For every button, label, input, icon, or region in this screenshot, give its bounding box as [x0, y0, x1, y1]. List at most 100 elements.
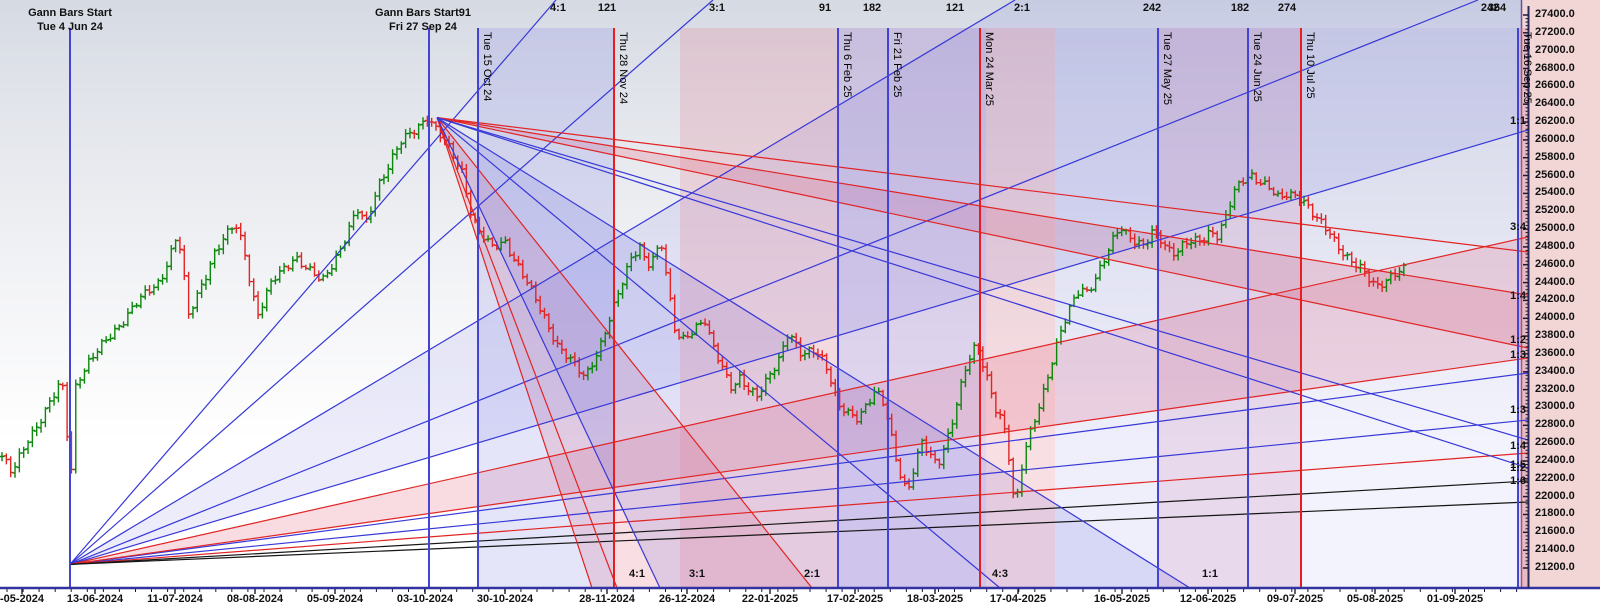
gann-fan-down-sep27-line[interactable] [436, 117, 813, 589]
gann-fan-up-jun4-line[interactable] [69, 419, 1529, 565]
gann-count-label: 242 [1142, 2, 1162, 14]
gann-ratio-label-right: 1:1 [1510, 115, 1526, 127]
price-axis-label: 27200.0 [1535, 25, 1575, 38]
price-axis-label: 24600.0 [1535, 257, 1575, 270]
gann-ratio-label-bottom: 4:1 [629, 568, 645, 580]
gann-date-line-label: Thu 28 Nov 24 [617, 32, 629, 105]
price-axis-panel [1521, 0, 1600, 588]
gann-ratio-label-bottom: 4:3 [992, 568, 1008, 580]
gann-fan-down-sep27-line[interactable] [436, 117, 661, 589]
gann-fan-up-jun4-line[interactable] [69, 480, 1529, 565]
price-axis-label: 21600.0 [1535, 525, 1575, 538]
time-axis-label: 28-11-2024 [579, 593, 635, 605]
time-axis-label: 09-07-2025 [1266, 593, 1324, 605]
gann-fan-up-jun4-line[interactable] [69, 501, 1529, 565]
gann-fan-up-jun4-line[interactable] [69, 0, 1016, 565]
gann-count-label: 121 [597, 2, 617, 14]
gann-count-label: 182 [862, 2, 882, 14]
gann-wedge-shading [70, 0, 1528, 564]
price-axis-label: 26600.0 [1535, 79, 1575, 92]
gann-count-label: 2:1 [1014, 2, 1030, 14]
time-axis-label: 05-09-2024 [306, 593, 364, 605]
price-axis-label: 21200.0 [1535, 561, 1575, 573]
gann-fan-down-sep27-line[interactable] [436, 117, 593, 589]
price-axis-label: 22400.0 [1535, 453, 1575, 466]
gann-fan-up-jun4-line[interactable] [69, 452, 1529, 565]
gann-ratio-label-right: 1:2 [1510, 462, 1526, 474]
time-axis-label: 05-08-2025 [1346, 593, 1404, 605]
price-axis-label: 22000.0 [1535, 489, 1575, 502]
time-axis-label: 17-04-2025 [989, 593, 1047, 605]
time-axis-label: 03-10-2024 [396, 593, 454, 605]
gann-date-line-label: Mon 24 Mar 25 [983, 32, 995, 106]
gann-ratio-label-right: 1:5 [1510, 459, 1526, 471]
gann-count-label: 4:1 [550, 2, 566, 14]
price-axis-label: 22600.0 [1535, 436, 1575, 449]
price-axis-label: 22200.0 [1535, 471, 1575, 484]
gann-start-jun-date: Tue 4 Jun 24 [37, 21, 103, 33]
gann-fan-up-jun4-line[interactable] [69, 0, 714, 565]
gann-cycle-band [680, 28, 838, 588]
price-axis-label: 23400.0 [1535, 364, 1575, 377]
gann-start-annotation-sep: Gann Bars Start91 Fri 27 Sep 24 [375, 6, 471, 34]
price-axis-label: 25200.0 [1535, 204, 1575, 217]
price-axis-label: 25600.0 [1535, 168, 1575, 181]
gann-start-jun-title: Gann Bars Start [28, 7, 112, 19]
gann-cycle-band [986, 28, 1055, 588]
gann-date-line-label: Fri 21 Feb 25 [891, 32, 903, 98]
gann-ratio-label-right: 1:6 [1510, 475, 1526, 487]
gann-fan-down-sep27-line[interactable] [436, 117, 1191, 589]
price-axis-label: 27400.0 [1535, 8, 1575, 20]
gann-count-label: 364 [1487, 2, 1507, 14]
gann-fan-down-sep27-line[interactable] [436, 117, 618, 589]
gann-fan-down-sep27-line[interactable] [436, 117, 1529, 253]
price-axis-label: 26000.0 [1535, 132, 1575, 145]
price-axis-label: 27000.0 [1535, 43, 1575, 56]
gann-count-label: 121 [945, 2, 965, 14]
price-axis-label: 25400.0 [1535, 186, 1575, 199]
gann-fan-up-jun4-line[interactable] [69, 0, 1479, 565]
price-axis-label: 25000.0 [1535, 222, 1575, 235]
price-axis-label: 22800.0 [1535, 418, 1575, 431]
gann-ratio-label-bottom: 2:1 [804, 568, 820, 580]
time-axis-label: 26-12-2024 [658, 593, 716, 605]
time-axis-label: 18-03-2025 [906, 593, 964, 605]
gann-count-label: 274 [1277, 2, 1297, 14]
time-axis-label: 01-09-2025 [1426, 593, 1484, 605]
gann-fan-down-sep27-line[interactable] [436, 117, 1529, 469]
gann-date-line-label: Tue 15 Oct 24 [481, 32, 493, 102]
gann-ratio-label-right: 1:4 [1510, 290, 1526, 302]
gann-fan-down-sep27-line[interactable] [436, 117, 1001, 589]
gann-ratio-label-right: 1:3 [1510, 349, 1526, 361]
price-axis-label: 26400.0 [1535, 97, 1575, 110]
time-axis-label: 17-02-2025 [826, 593, 884, 605]
price-axis-label: 23000.0 [1535, 400, 1575, 413]
price-axis-label: 24400.0 [1535, 275, 1575, 288]
gann-fan-up-jun4-line[interactable] [69, 236, 1529, 565]
price-axis-label: 26800.0 [1535, 61, 1575, 74]
gann-start-sep-date: Fri 27 Sep 24 [389, 21, 457, 33]
gann-fan-down-sep27-line[interactable] [436, 117, 1529, 441]
time-axis-label: 13-06-2024 [66, 593, 124, 605]
time-axis-label: 16-05-2025 [1093, 593, 1151, 605]
gann-fan-up-jun4-line[interactable] [69, 129, 1529, 565]
gann-start-sep-title: Gann Bars Start91 [375, 7, 471, 19]
gann-count-label: 91 [818, 2, 832, 14]
gann-ratio-label-right: 1:2 [1510, 334, 1526, 346]
gann-fan-up-jun4-line[interactable] [69, 357, 1529, 565]
gann-fan-down-sep27-line[interactable] [436, 117, 1529, 349]
gann-cycle-band [478, 28, 614, 588]
price-axis-label: 24000.0 [1535, 311, 1575, 324]
gann-cycle-band [1158, 28, 1301, 588]
gann-fan-down-sep27-line[interactable] [436, 117, 1529, 296]
gann-date-line-label: Thu 10 Jul 25 [1304, 32, 1316, 99]
price-axis-label: 24200.0 [1535, 293, 1575, 306]
time-axis-label: 08-08-2024 [226, 593, 284, 605]
time-axis-label: -05-2024 [0, 593, 45, 605]
gann-fan-up-jun4-line[interactable] [69, 372, 1529, 565]
gann-ratio-label-bottom: 1:1 [1202, 568, 1218, 580]
price-axis-label: 23800.0 [1535, 329, 1575, 342]
gann-fan-up-jun4-line[interactable] [69, 0, 557, 565]
